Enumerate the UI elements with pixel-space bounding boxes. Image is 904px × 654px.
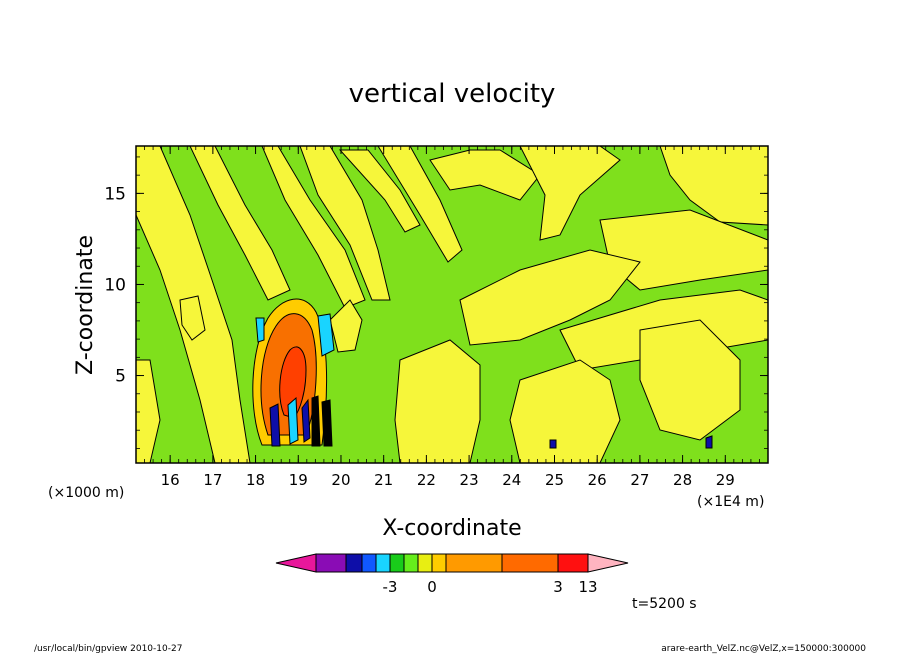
band [179,295,206,341]
footer-right: arare-earth_VelZ.nc@VelZ,x=150000:300000 [661,644,866,654]
colorbar-extend-low [275,553,317,573]
y-tick-label: 15 [104,184,126,204]
band [519,146,621,241]
colorbar-swatch [361,553,377,573]
x-tick-label: 22 [417,471,436,489]
time-annotation: t=5200 s [632,596,697,612]
storm-cell [252,298,713,449]
x-tick-label: 25 [545,471,564,489]
downdraft [317,313,335,357]
colorbar: -3 0 3 13 [275,553,629,596]
colorbar-swatch [417,553,433,573]
x-tick-label: 27 [630,471,649,489]
x-tick-label: 18 [246,471,265,489]
band [329,299,363,353]
y-axis-label: Z-coordinate [73,235,98,375]
band [639,319,741,441]
x-tick-label: 20 [331,471,350,489]
y-unit-label: (×1000 m) [48,485,124,501]
colorbar-swatch [445,553,503,573]
x-tick-label: 26 [588,471,607,489]
colorbar-swatch [431,553,447,573]
x-axis-label: X-coordinate [382,516,521,541]
colorbar-label: 0 [427,578,437,596]
downdraft [255,317,265,343]
band [338,149,421,233]
colorbar-swatch [501,553,559,573]
y-tick-label: 5 [115,367,126,387]
colorbar-swatch [389,553,405,573]
downdraft [301,398,311,443]
downdraft [321,399,333,447]
x-tick-label: 24 [502,471,521,489]
colorbar-swatch [557,553,589,573]
x-tick-label: 19 [289,471,308,489]
x-axis: 16 17 18 19 20 21 22 23 24 25 26 27 28 29 [135,146,769,489]
downdraft [269,403,281,447]
colorbar-swatch [345,553,363,573]
colorbar-label: 3 [553,578,563,596]
band [136,359,161,463]
updraft-peak [279,346,307,419]
chart-title: vertical velocity [349,79,556,109]
downdraft [311,395,321,447]
x-tick-label: 23 [460,471,479,489]
colorbar-extend-high [587,553,629,573]
x-tick-label: 21 [374,471,393,489]
band [189,146,291,301]
plot-area [136,146,768,463]
x-tick-label: 29 [716,471,735,489]
x-tick-label: 16 [161,471,180,489]
x-unit-label: (×1E4 m) [697,494,764,510]
colorbar-label: -3 [383,578,398,596]
band [261,146,366,309]
y-tick-label: 10 [104,275,126,295]
updraft-bands [136,146,768,463]
downdraft [549,439,557,449]
x-tick-label: 28 [673,471,692,489]
colorbar-swatch [403,553,419,573]
downdraft [705,435,713,449]
colorbar-label: 13 [578,578,597,596]
colorbar-swatch [375,553,391,573]
band [299,146,391,301]
colorbar-swatch [315,553,347,573]
footer-left: /usr/local/bin/gpview 2010-10-27 [34,644,182,654]
y-axis: 5 10 15 [104,156,768,449]
x-tick-label: 17 [203,471,222,489]
band [429,149,541,201]
band [377,146,463,263]
downdraft [287,396,299,445]
band [459,249,641,346]
band [509,359,621,463]
band [394,339,481,463]
